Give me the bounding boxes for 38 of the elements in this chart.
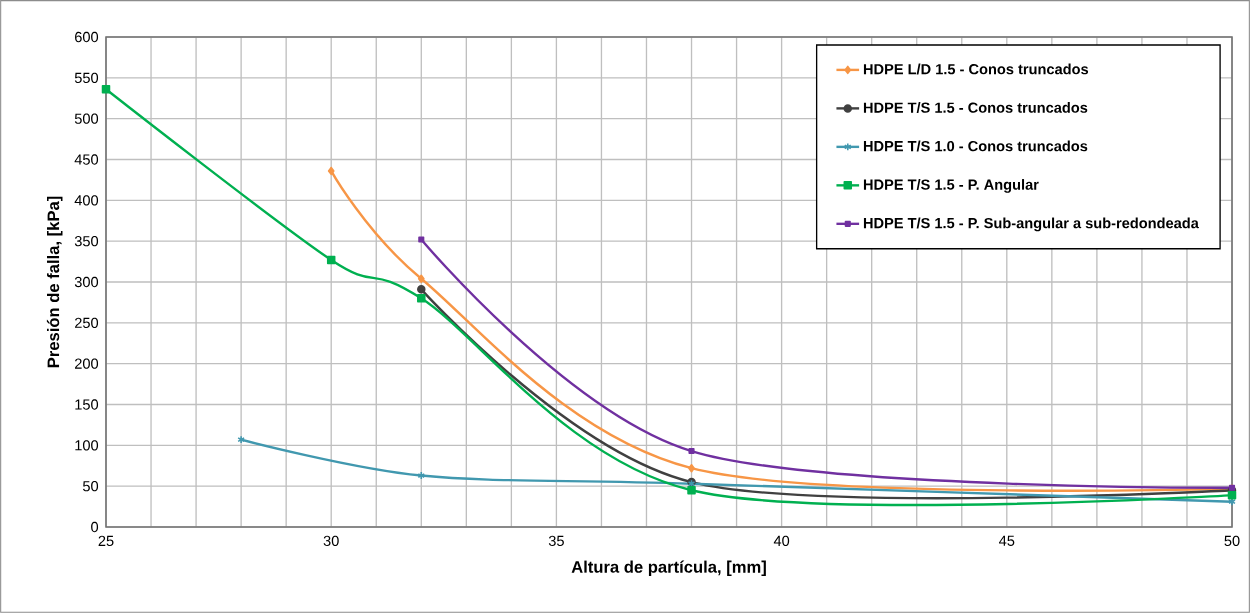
point — [327, 166, 335, 176]
point — [417, 471, 426, 480]
legend-label: HDPE T/S 1.0 - Conos truncados — [863, 140, 1088, 152]
x-tick-label: 40 — [773, 535, 790, 547]
point — [326, 255, 336, 265]
y-tick-label: 50 — [82, 481, 99, 492]
y-tick-label: 300 — [74, 276, 99, 288]
y-tick-label: 400 — [74, 195, 99, 206]
point — [688, 463, 695, 473]
point — [418, 236, 425, 243]
x-tick-label: 45 — [999, 535, 1015, 546]
y-tick-label: 600 — [75, 31, 99, 43]
x-tick-label: 50 — [1224, 535, 1240, 547]
x-tick-label: 25 — [98, 535, 114, 547]
y-tick-label: 0 — [91, 521, 99, 533]
point — [687, 486, 696, 495]
y-tick-label: 100 — [75, 440, 99, 451]
point — [417, 274, 425, 283]
y-tick-label: 500 — [74, 113, 99, 124]
point — [688, 447, 695, 455]
point — [101, 85, 111, 94]
point — [417, 294, 426, 303]
legend-label: HDPE T/S 1.5 - P. Angular — [863, 179, 1039, 193]
y-tick-label: 250 — [75, 317, 99, 329]
x-tick-label: 30 — [323, 535, 339, 547]
point — [417, 285, 426, 294]
point — [1227, 490, 1237, 500]
y-tick-label: 150 — [75, 399, 99, 410]
legend-label: HDPE T/S 1.5 - P. Sub-angular a sub-redondeada — [863, 217, 1199, 232]
legend-label: HDPE T/S 1.5 - Conos truncados — [863, 102, 1088, 113]
y-tick-label: 550 — [74, 72, 99, 84]
y-tick-label: 200 — [75, 358, 99, 369]
y-tick-label: 350 — [74, 236, 99, 247]
x-axis-title: Altura de partícula, [mm] — [571, 560, 766, 577]
y-tick-label: 450 — [74, 154, 99, 165]
legend-label: HDPE L/D 1.5 - Conos truncados — [863, 63, 1089, 75]
y-axis-title: Presión de falla, [kPa] — [46, 196, 63, 368]
x-tick-label: 35 — [548, 535, 564, 547]
